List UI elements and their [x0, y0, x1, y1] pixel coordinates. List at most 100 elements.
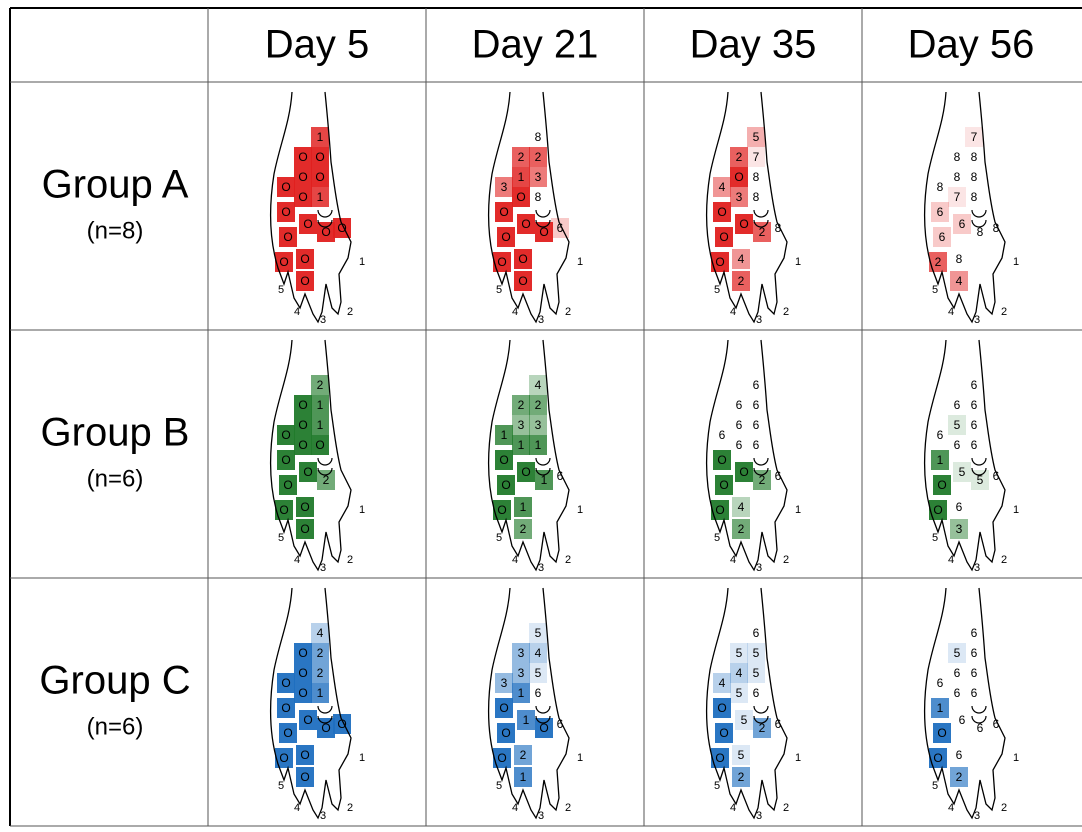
region-label: 6: [557, 717, 564, 731]
region-label: 3: [501, 676, 508, 690]
region-label: 2: [535, 150, 542, 164]
region-label: 4: [738, 500, 745, 514]
digit-label: 2: [783, 802, 789, 814]
region-label: 6: [954, 686, 961, 700]
region-label: 5: [954, 646, 961, 660]
region-label: 4: [535, 378, 542, 392]
region-label: O: [300, 522, 309, 536]
region-label: O: [300, 748, 309, 762]
digit-label: 1: [359, 752, 365, 764]
region-label: 6: [753, 398, 760, 412]
region-label: 4: [956, 274, 963, 288]
region-label: 2: [738, 522, 745, 536]
region-label: 2: [736, 150, 743, 164]
region-label: O: [715, 751, 724, 765]
digit-label: 1: [359, 256, 365, 268]
region-label: O: [719, 726, 728, 740]
region-label: O: [303, 217, 312, 231]
region-label: O: [715, 255, 724, 269]
region-label: O: [298, 438, 307, 452]
digit-label: 4: [512, 306, 518, 318]
digit-label: 2: [347, 306, 353, 318]
digit-label: 5: [496, 780, 502, 792]
digit-label: 5: [278, 532, 284, 544]
region-label: O: [719, 230, 728, 244]
region-label: O: [283, 478, 292, 492]
region-label: 1: [317, 398, 324, 412]
region-label: 6: [753, 378, 760, 392]
region-label: 7: [954, 190, 961, 204]
region-label: 3: [518, 646, 525, 660]
region-label: 2: [520, 748, 527, 762]
region-label: O: [497, 255, 506, 269]
region-label: O: [279, 503, 288, 517]
region-label: 2: [759, 225, 766, 239]
region-label: O: [933, 751, 942, 765]
region-label: 8: [971, 150, 978, 164]
region-label: O: [315, 170, 324, 184]
digit-label: 3: [538, 314, 544, 326]
region-label: 8: [753, 190, 760, 204]
digit-label: 1: [1013, 504, 1019, 516]
region-label: O: [337, 221, 346, 235]
region-label: 1: [520, 500, 527, 514]
region-label: O: [518, 252, 527, 266]
region-label: 3: [501, 180, 508, 194]
digit-label: 3: [320, 810, 326, 822]
region-label: 5: [753, 666, 760, 680]
digit-label: 1: [795, 256, 801, 268]
digit-label: 5: [714, 532, 720, 544]
digit-label: 1: [577, 752, 583, 764]
region-label: O: [539, 721, 548, 735]
region-label: O: [300, 252, 309, 266]
region-label: 6: [753, 438, 760, 452]
region-label: 6: [753, 418, 760, 432]
region-label: O: [300, 500, 309, 514]
digit-label: 4: [948, 306, 954, 318]
region-label: 1: [541, 473, 548, 487]
region-label: 1: [317, 418, 324, 432]
digit-label: 1: [795, 752, 801, 764]
region-label: 6: [937, 205, 944, 219]
region-label: O: [321, 721, 330, 735]
region-label: O: [516, 190, 525, 204]
region-label: O: [734, 170, 743, 184]
hand-diagram: 823821O3OOOO6OOO12345: [489, 92, 584, 326]
region-label: 6: [557, 469, 564, 483]
region-label: 5: [535, 666, 542, 680]
region-label: 6: [954, 398, 961, 412]
region-label: 8: [535, 130, 542, 144]
region-label: 2: [317, 666, 324, 680]
region-label: 5: [736, 646, 743, 660]
region-label: O: [499, 205, 508, 219]
region-label: 1: [520, 770, 527, 784]
region-label: O: [281, 453, 290, 467]
region-label: 3: [518, 666, 525, 680]
region-label: O: [715, 503, 724, 517]
region-label: O: [719, 478, 728, 492]
region-label: 2: [518, 398, 525, 412]
digit-label: 4: [730, 306, 736, 318]
digit-label: 1: [577, 256, 583, 268]
region-label: 8: [977, 225, 984, 239]
digit-label: 5: [714, 284, 720, 296]
digit-label: 4: [294, 554, 300, 566]
digit-label: 4: [948, 802, 954, 814]
digit-label: 5: [496, 532, 502, 544]
region-label: 1: [523, 713, 530, 727]
region-label: 8: [535, 190, 542, 204]
column-header: Day 56: [908, 23, 1035, 67]
digit-label: 5: [278, 284, 284, 296]
digit-label: 4: [294, 306, 300, 318]
hand-diagram: 666656661O666O6212345: [925, 588, 1020, 822]
region-label: 6: [971, 646, 978, 660]
digit-label: 2: [783, 306, 789, 318]
region-label: 6: [959, 217, 966, 231]
region-label: 5: [753, 646, 760, 660]
region-label: 6: [971, 418, 978, 432]
digit-label: 4: [512, 802, 518, 814]
region-label: O: [283, 726, 292, 740]
region-label: 6: [719, 428, 726, 442]
